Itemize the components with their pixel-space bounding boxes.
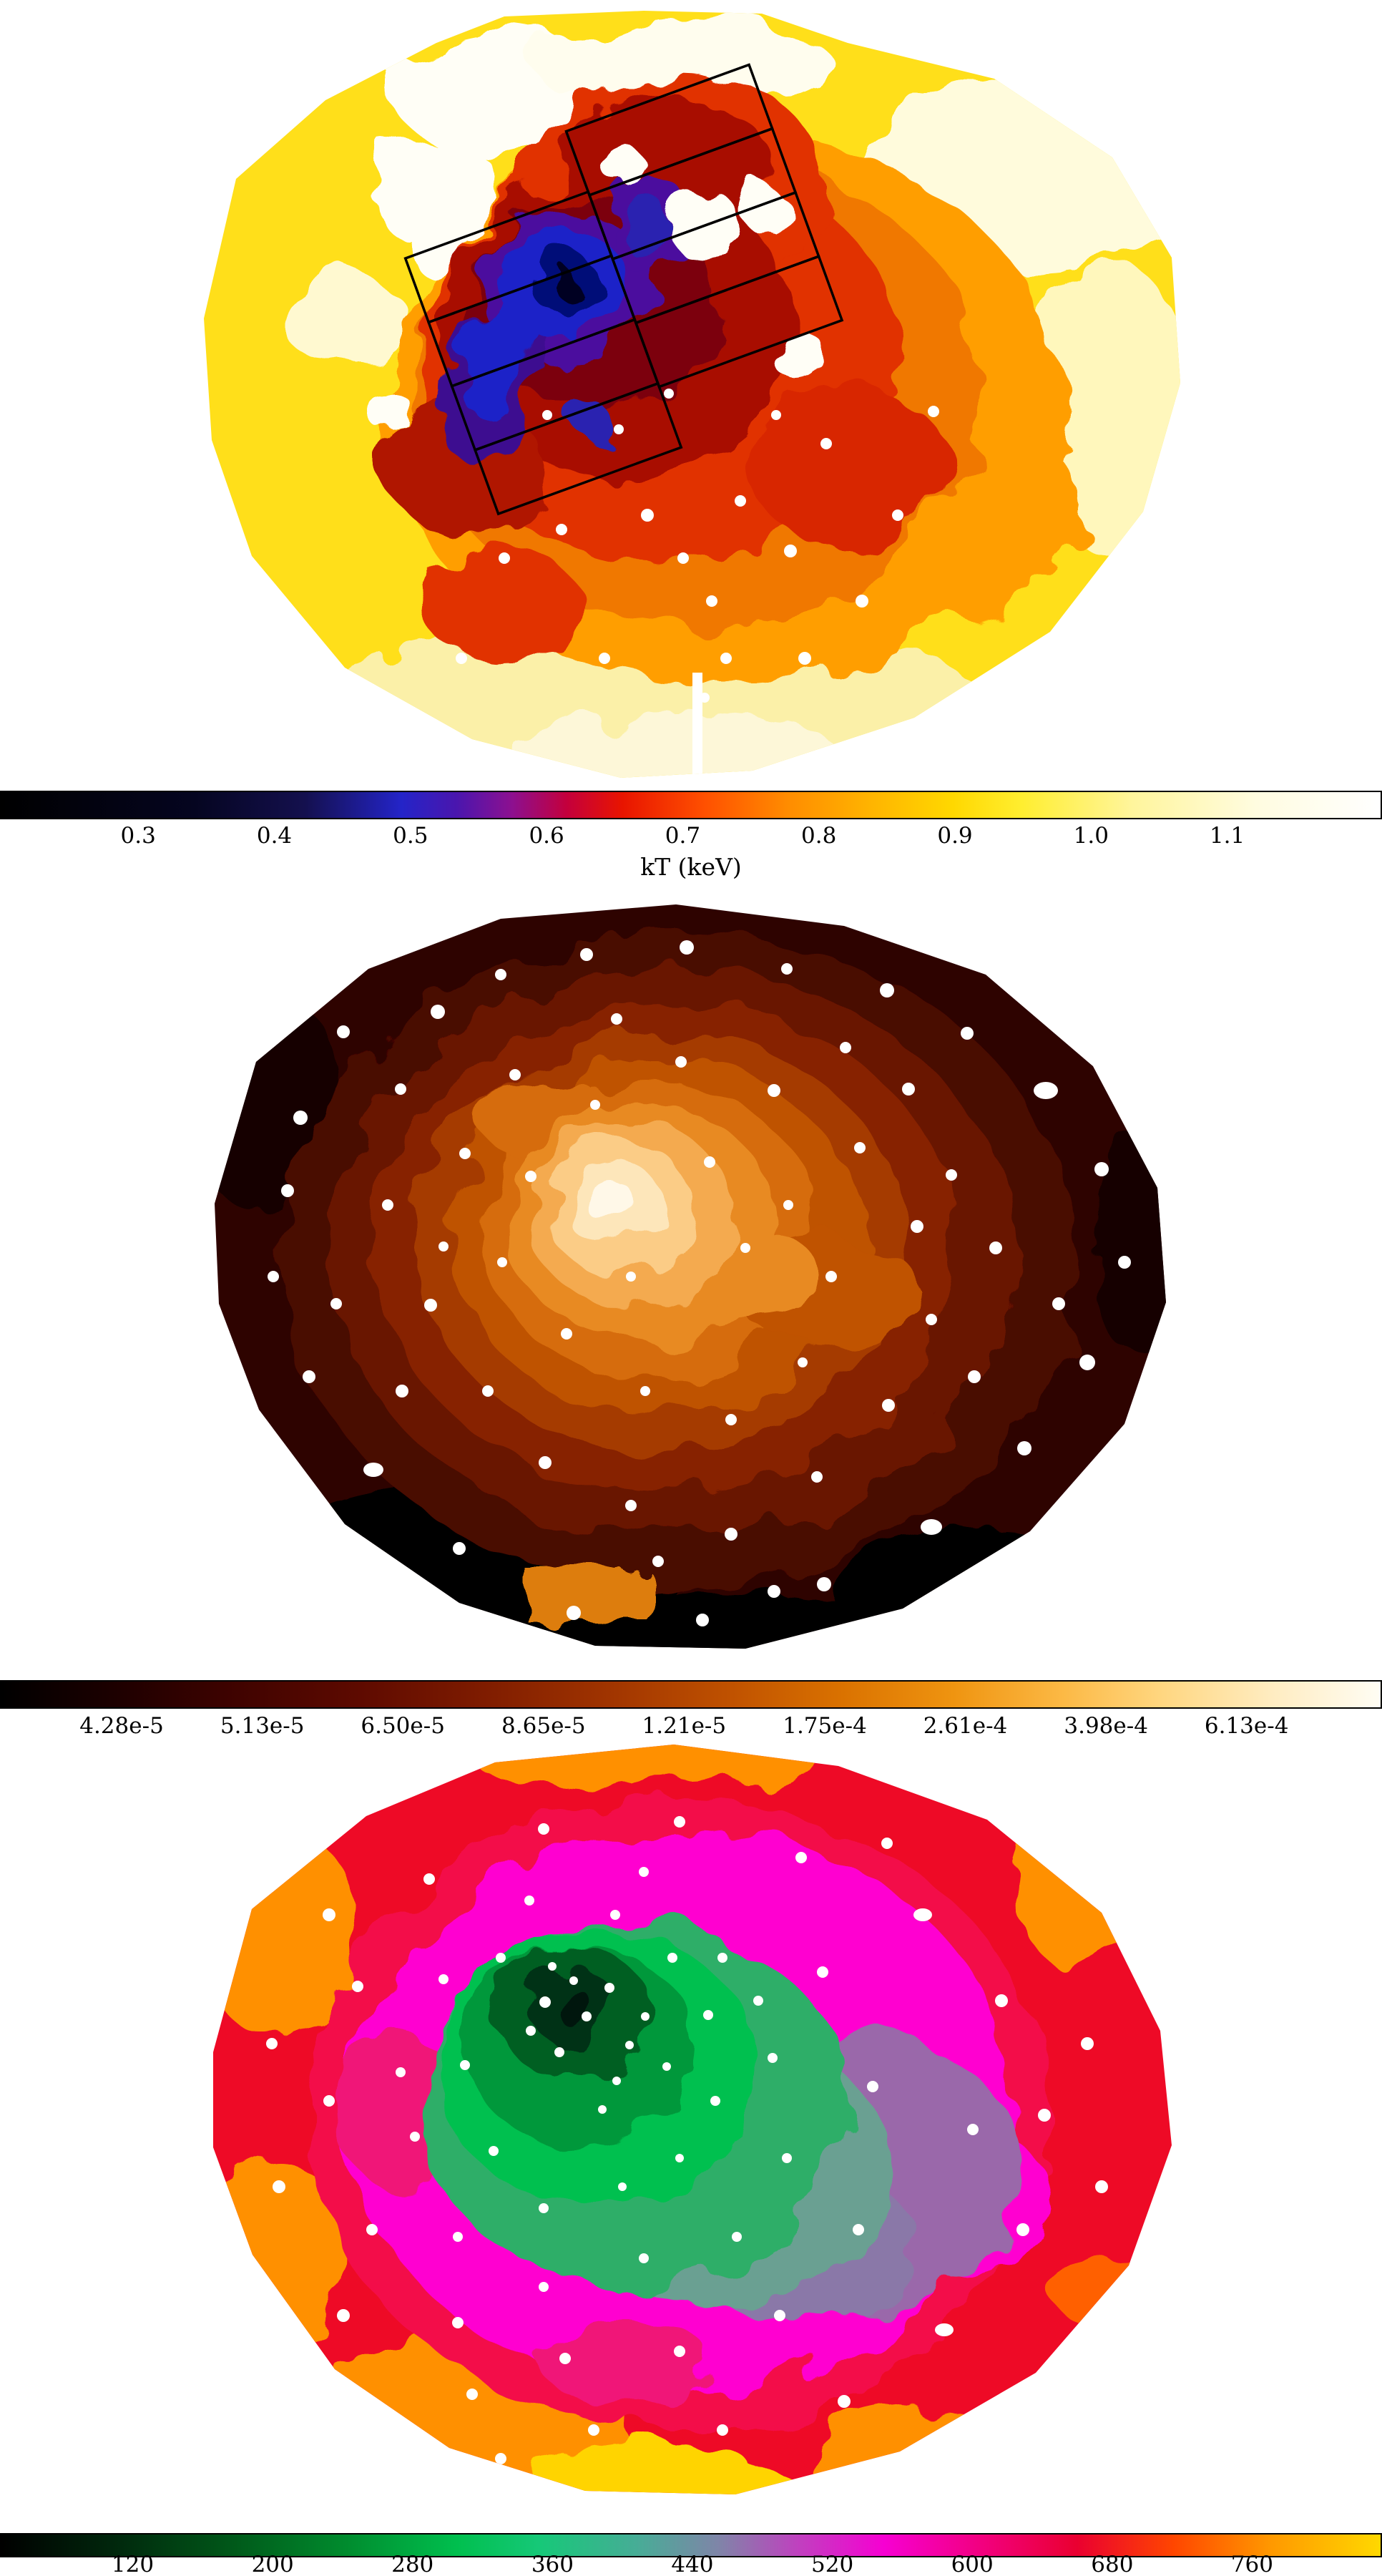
- colorbar-tick: 1.0: [1073, 823, 1109, 849]
- colorbar-tick: 280: [391, 2552, 434, 2576]
- colorbar-tick: 2.61e-4: [923, 1713, 1008, 1739]
- colorbar-tick: 360: [531, 2552, 574, 2576]
- colorbar-tick: 0.3: [120, 823, 156, 849]
- top-colorbar-label: kT (keV): [640, 853, 742, 881]
- colorbar-tick: 1.1: [1209, 823, 1245, 849]
- top-map: [204, 11, 1180, 778]
- colorbar-tick: 0.5: [393, 823, 428, 849]
- middle-colorbar: [0, 1680, 1382, 1709]
- colorbar-tick: 6.13e-4: [1204, 1713, 1289, 1739]
- top-map-point-sources: [456, 389, 939, 703]
- bottom-map-point-sources: [266, 1816, 1108, 2464]
- middle-map-blobs: [215, 904, 1166, 1649]
- bottom-colorbar: [0, 2533, 1382, 2557]
- colorbar-tick: 760: [1230, 2552, 1273, 2576]
- bottom-map-blobs: [213, 1745, 1172, 2494]
- middle-map-point-sources: [268, 940, 1131, 1626]
- top-map-blobs: [204, 11, 1180, 778]
- colorbar-tick: 600: [951, 2552, 994, 2576]
- colorbar-tick: 0.7: [665, 823, 701, 849]
- colorbar-tick: 520: [811, 2552, 854, 2576]
- colorbar-tick: 8.65e-5: [501, 1713, 586, 1739]
- top-colorbar: [0, 791, 1382, 819]
- extraction-region-grid: [403, 63, 844, 516]
- colorbar-tick: 680: [1091, 2552, 1134, 2576]
- colorbar-tick: 440: [671, 2552, 714, 2576]
- bottom-colorbar-ticks: 120 200 280 360 440 520 600 680 760: [0, 2552, 1382, 2576]
- colorbar-tick: 0.6: [529, 823, 564, 849]
- colorbar-tick: 200: [251, 2552, 294, 2576]
- colorbar-tick: 0.4: [256, 823, 293, 849]
- colorbar-tick: 5.13e-5: [220, 1713, 305, 1739]
- colorbar-tick: 1.21e-5: [642, 1713, 727, 1739]
- colorbar-tick: 0.9: [937, 823, 973, 849]
- top-colorbar-ticks: 0.3 0.4 0.5 0.6 0.7 0.8 0.9 1.0 1.1: [0, 823, 1382, 852]
- colorbar-tick: 3.98e-4: [1064, 1713, 1148, 1739]
- colorbar-tick: 0.8: [801, 823, 837, 849]
- colorbar-tick: 6.50e-5: [361, 1713, 445, 1739]
- middle-colorbar-ticks: 4.28e-5 5.13e-5 6.50e-5 8.65e-5 1.21e-5 …: [0, 1713, 1382, 1742]
- colorbar-tick: 4.28e-5: [79, 1713, 164, 1739]
- middle-map: [215, 904, 1166, 1649]
- bottom-map: [213, 1745, 1172, 2494]
- colorbar-tick: 120: [111, 2552, 155, 2576]
- colorbar-tick: 1.75e-4: [783, 1713, 867, 1739]
